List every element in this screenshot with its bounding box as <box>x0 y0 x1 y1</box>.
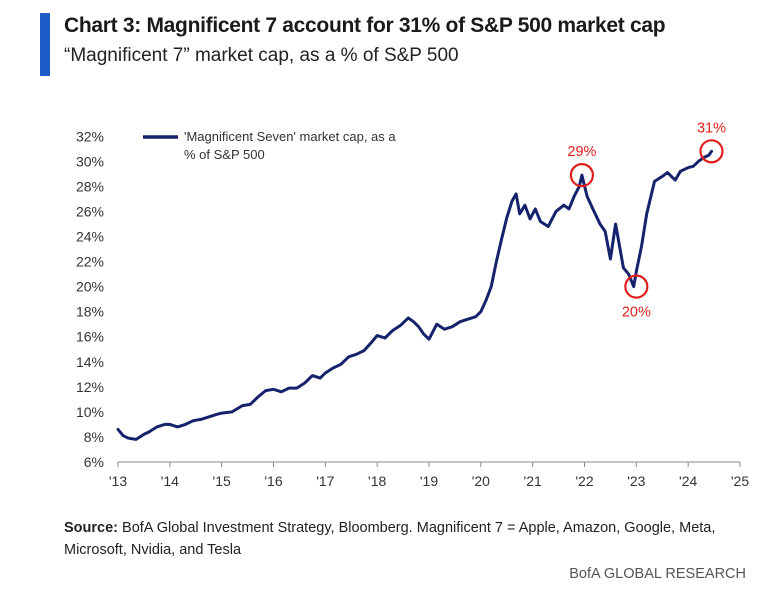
legend-label: 'Magnificent Seven' market cap, as a% of… <box>184 129 396 162</box>
y-tick-label: 30% <box>76 153 104 169</box>
annotation-circle <box>699 139 724 164</box>
y-tick-label: 16% <box>76 329 104 345</box>
x-tick-label: '16 <box>264 473 282 489</box>
chart-subtitle: “Magnificent 7” market cap, as a % of S&… <box>64 45 459 66</box>
x-tick-label: '17 <box>316 473 334 489</box>
chart-title: Chart 3: Magnificent 7 account for 31% o… <box>64 14 666 37</box>
source-label: Source: <box>64 520 118 536</box>
y-tick-label: 8% <box>84 429 104 445</box>
y-tick-label: 24% <box>76 228 104 244</box>
x-tick-label: '18 <box>368 473 386 489</box>
y-axis: 6% 8% 10% 12% 14% 16% 18% 20% 22% 24% 26% 28% 30% 32% <box>76 128 104 470</box>
x-tick-label: '19 <box>420 473 438 489</box>
y-tick-label: 20% <box>76 279 104 295</box>
series-line <box>116 149 713 441</box>
x-tick-label: '25 <box>731 473 749 489</box>
annotation-circle <box>569 163 595 188</box>
source-note: Source: BofA Global Investment Strategy,… <box>64 517 764 561</box>
accent-bar <box>40 13 50 76</box>
y-tick-label: 18% <box>76 304 104 320</box>
x-axis: '13 '14 '15 '16 '17 '18 '19 '20 '21 '22 '23 '24 '25 <box>109 462 749 489</box>
y-tick-label: 22% <box>76 254 104 270</box>
x-tick-label: '15 <box>213 473 231 489</box>
x-tick-label: '23 <box>627 473 645 489</box>
x-tick-label: '24 <box>679 473 697 489</box>
legend: 'Magnificent Seven' market cap, as a% of… <box>143 129 396 162</box>
source-text: BofA Global Investment Strategy, Bloombe… <box>64 520 716 558</box>
annotations: 29% 20% 31% <box>567 120 726 320</box>
x-tick-label: '20 <box>472 473 490 489</box>
annotation-label: 29% <box>567 144 596 160</box>
y-tick-label: 6% <box>84 454 104 470</box>
annotation-label: 20% <box>622 305 651 321</box>
y-tick-label: 32% <box>76 128 104 144</box>
y-tick-label: 28% <box>76 178 104 194</box>
x-tick-label: '21 <box>524 473 542 489</box>
y-tick-label: 14% <box>76 354 104 370</box>
x-tick-label: '13 <box>109 473 127 489</box>
y-tick-label: 10% <box>76 404 104 420</box>
line-chart: 6% 8% 10% 12% 14% 16% 18% 20% 22% 24% 26% 28% 30% 32%… <box>76 120 749 489</box>
y-tick-label: 12% <box>76 379 104 395</box>
annotation-circle <box>624 274 649 299</box>
x-tick-label: '22 <box>575 473 593 489</box>
y-tick-label: 26% <box>76 203 104 219</box>
x-tick-label: '14 <box>161 473 179 489</box>
brand-label: BofA GLOBAL RESEARCH <box>569 566 746 582</box>
annotation-label: 31% <box>697 120 726 136</box>
